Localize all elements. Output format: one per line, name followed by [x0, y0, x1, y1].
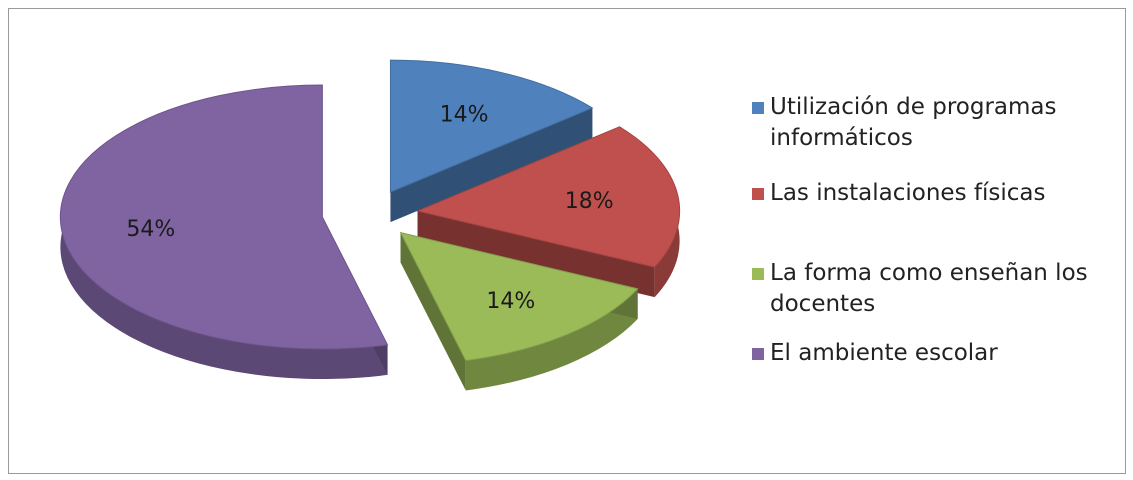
pie-slice: [399, 231, 639, 362]
pie-slice-wall: [417, 210, 655, 298]
pie-slice: [416, 126, 681, 268]
pie-chart: 14% 18% 14% 54%: [59, 59, 681, 391]
pie-slice-label: 18%: [565, 189, 614, 214]
pie-slice-wall: [390, 107, 593, 223]
legend-swatch-blue: [752, 102, 764, 114]
pie-slice-wall: [400, 232, 466, 391]
legend-item-utilizacion: Utilización de programas informáticos: [752, 92, 1110, 154]
legend-swatch-green: [752, 268, 764, 280]
legend-label: Utilización de programas informáticos: [770, 94, 1057, 151]
legend-label: Las instalaciones físicas: [770, 180, 1046, 206]
pie-slice-label: 54%: [126, 217, 175, 242]
legend-item-ambiente: El ambiente escolar: [752, 338, 1110, 369]
pie-slice-tops: 14% 18% 14% 54%: [59, 59, 681, 362]
legend-item-docentes: La forma como enseñan los docentes: [752, 258, 1110, 320]
legend-label: El ambiente escolar: [770, 340, 998, 366]
pie-slice: [389, 59, 594, 193]
pie-slice-label: 14%: [440, 102, 489, 127]
legend-item-instalaciones: Las instalaciones físicas: [752, 178, 1110, 209]
pie-slice: [59, 84, 389, 350]
pie-slice-label: 14%: [486, 289, 535, 314]
legend-swatch-red: [752, 188, 764, 200]
legend-label: La forma como enseñan los docentes: [770, 260, 1088, 317]
pie-slice-side: [60, 85, 388, 380]
pie-slice-side: [465, 288, 638, 391]
legend-swatch-purple: [752, 348, 764, 360]
